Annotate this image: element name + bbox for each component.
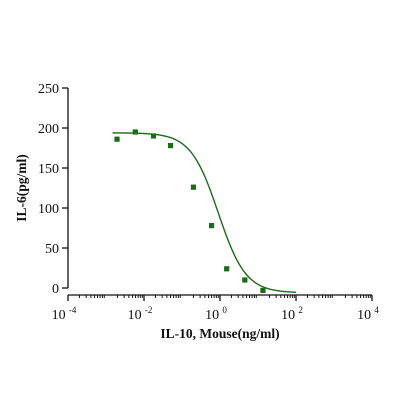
y-tick-label: 250 xyxy=(38,82,59,97)
x-tick-label: 10 2 xyxy=(281,305,303,323)
data-point xyxy=(190,184,197,190)
y-tick-label: 150 xyxy=(38,162,59,177)
x-tick-label: 10 0 xyxy=(205,305,227,323)
data-point xyxy=(167,143,174,149)
y-tick-label: 100 xyxy=(38,202,59,217)
x-tick-label: 10 -2 xyxy=(128,305,153,323)
axes: 0 50 100 150 200 250 10 -4 10 -2 10 0 10 2 10 4 xyxy=(38,82,379,323)
x-tick-label: 10 4 xyxy=(357,305,379,323)
data-point xyxy=(150,133,157,139)
y-axis-title: IL-6(pg/ml) xyxy=(14,154,29,222)
y-tick-label: 200 xyxy=(38,122,59,137)
data-points-layer xyxy=(114,129,266,293)
data-point xyxy=(260,287,266,293)
y-tick-label: 50 xyxy=(45,242,59,257)
x-axis-title: IL-10, Mouse(ng/ml) xyxy=(160,326,279,341)
data-point xyxy=(208,223,215,229)
fit-curve xyxy=(112,132,297,293)
x-tick-label: 10 -4 xyxy=(52,305,77,323)
data-point xyxy=(132,129,138,135)
fit-curve-layer xyxy=(112,132,297,293)
y-tick-label: 0 xyxy=(52,282,59,297)
data-point xyxy=(114,136,120,142)
data-point xyxy=(242,277,248,283)
data-point xyxy=(224,266,230,272)
